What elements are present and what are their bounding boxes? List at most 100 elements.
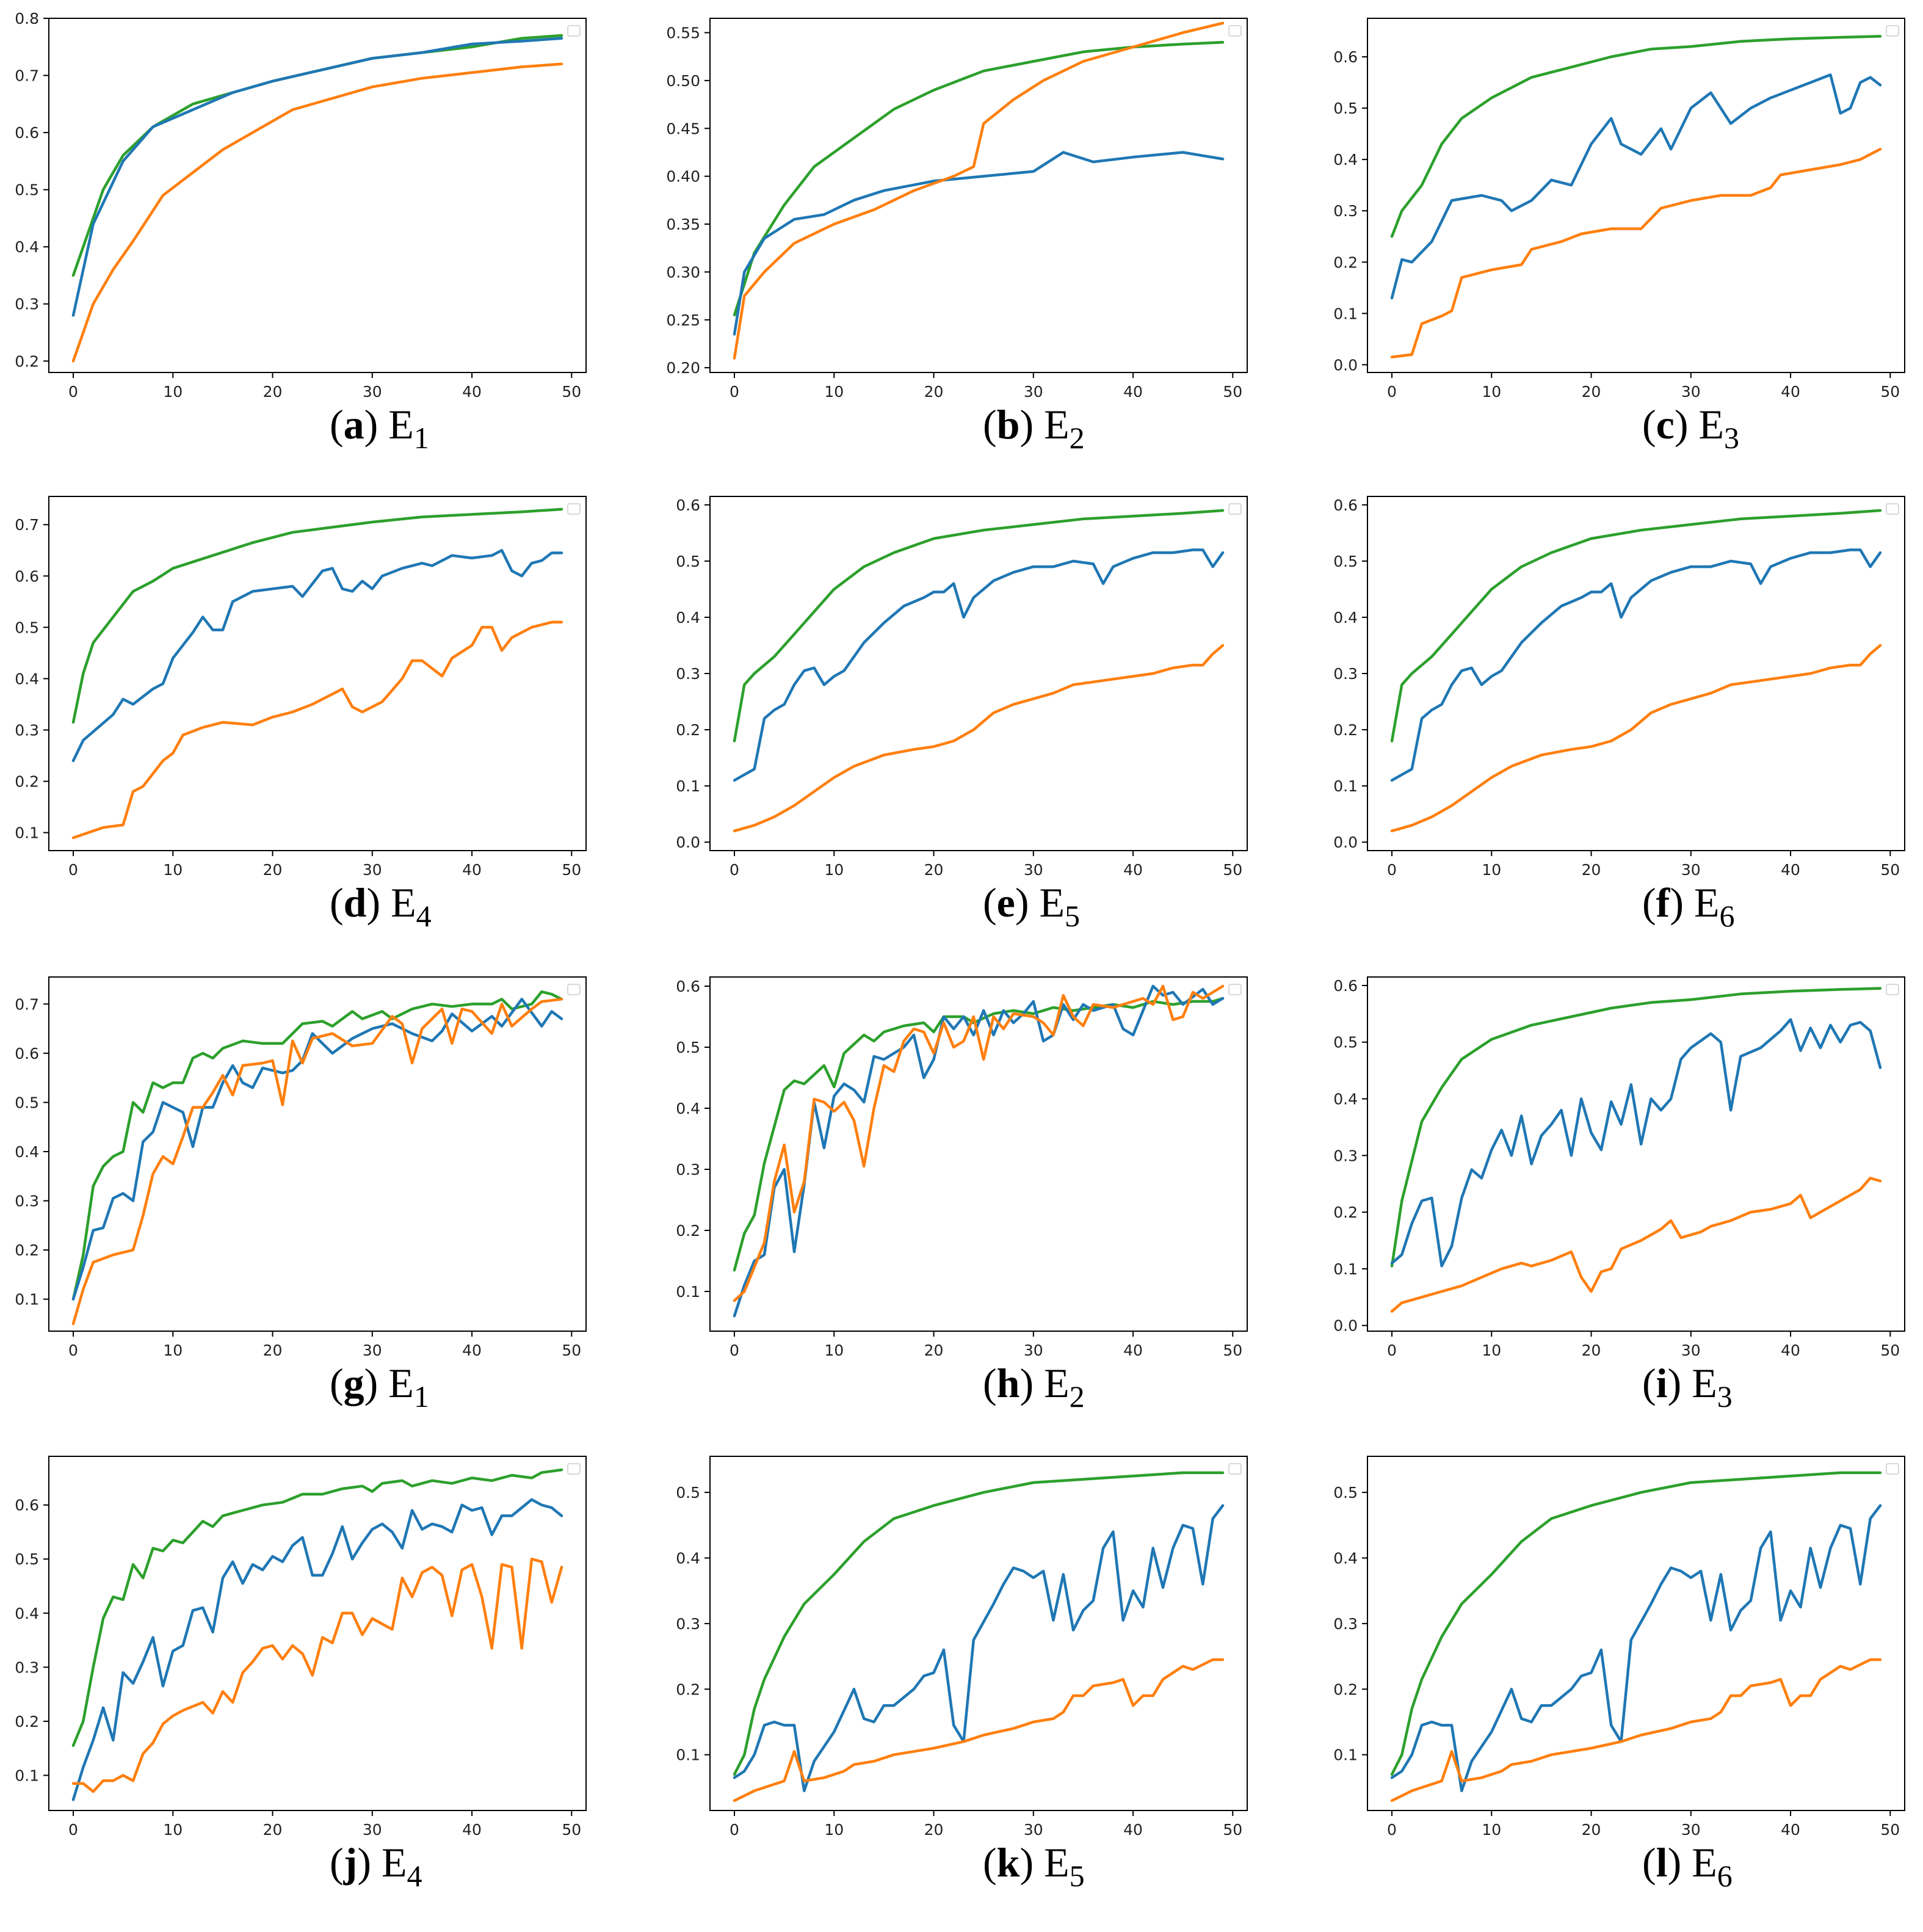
series-line-1 (1390, 1471, 1882, 1776)
x-tick-label: 0 (730, 861, 739, 879)
series-line-3 (71, 998, 563, 1326)
x-tick-label: 0 (68, 1821, 78, 1839)
x-tick-label: 10 (163, 383, 183, 401)
plot-frame (1367, 18, 1905, 373)
x-tick-label: 30 (1681, 861, 1701, 879)
y-tick-label: 0.3 (1333, 1615, 1358, 1633)
subplot-j: 0.1 0.2 0.3 0.4 0.5 0.6 0 10 20 30 40 50 (j) E4 (15, 1456, 587, 1893)
subplot-l: 0.1 0.2 0.3 0.4 0.5 0 10 20 30 40 50 (l) E6 (1333, 1456, 1905, 1893)
x-tick-label: 20 (1582, 1342, 1601, 1359)
series-line-2 (733, 1504, 1225, 1793)
x-tick-label: 20 (924, 1821, 944, 1839)
y-tick-label: 0.3 (15, 1658, 39, 1676)
plot-frame (709, 496, 1248, 851)
subplot-g: 0.1 0.2 0.3 0.4 0.5 0.6 0.7 0 10 20 30 40 50 (g) E1 (15, 976, 587, 1414)
legend-box (1228, 503, 1242, 515)
y-tick-label: 0.5 (1333, 1484, 1358, 1502)
y-tick-label: 0.2 (15, 773, 39, 791)
subplot-caption: (a) E1 (330, 401, 429, 455)
series-line-2 (71, 549, 563, 763)
x-tick-label: 20 (924, 1342, 944, 1359)
x-tick-label: 0 (68, 1342, 78, 1359)
legend-box (567, 25, 581, 37)
y-tick-label: 0.7 (15, 995, 39, 1013)
x-tick-label: 20 (1582, 861, 1601, 879)
x-tick-label: 0 (730, 383, 739, 401)
series-line-3 (71, 620, 563, 840)
x-tick-label: 20 (263, 1342, 283, 1359)
x-tick-label: 50 (562, 861, 581, 879)
y-tick-label: 0.1 (15, 1767, 39, 1784)
x-tick-label: 10 (824, 1342, 844, 1359)
y-tick-label: 0.55 (666, 24, 700, 42)
y-tick-label: 0.1 (1333, 777, 1358, 795)
x-tick-label: 50 (1223, 861, 1242, 879)
y-tick-label: 0.4 (676, 1549, 700, 1567)
y-tick-label: 0.5 (1333, 553, 1358, 570)
x-tick-label: 40 (1123, 1342, 1143, 1359)
y-tick-label: 0.2 (15, 1713, 39, 1730)
series-line-1 (1390, 35, 1882, 238)
y-tick-label: 0.4 (15, 670, 39, 688)
series-line-3 (733, 21, 1225, 360)
plot-frame (48, 976, 587, 1332)
y-tick-label: 0.3 (676, 665, 700, 683)
plot-frame (709, 1456, 1248, 1811)
y-tick-label: 0.0 (1333, 1317, 1358, 1335)
subplot-d: 0.1 0.2 0.3 0.4 0.5 0.6 0.7 0 10 20 30 40 50 (d) E4 (15, 496, 587, 933)
y-tick-label: 0.5 (15, 181, 39, 199)
x-tick-label: 0 (1387, 383, 1397, 401)
x-tick-label: 40 (1781, 861, 1800, 879)
subplot-caption: (j) E4 (330, 1839, 422, 1893)
y-tick-label: 0.2 (1333, 1204, 1358, 1221)
x-tick-label: 40 (462, 383, 482, 401)
subplot-caption: (k) E5 (983, 1839, 1085, 1893)
x-tick-label: 50 (1880, 383, 1900, 401)
x-tick-label: 40 (1781, 1342, 1800, 1359)
y-tick-label: 0.3 (676, 1615, 700, 1633)
y-tick-label: 0.5 (15, 619, 39, 636)
series-line-1 (1390, 987, 1882, 1268)
series-line-1 (733, 1471, 1225, 1776)
x-tick-label: 30 (1024, 1821, 1043, 1839)
subplot-i: 0.0 0.1 0.2 0.3 0.4 0.5 0.6 0 10 20 30 40 50 (i) E3 (1333, 976, 1905, 1414)
x-tick-label: 30 (1024, 1342, 1043, 1359)
series-line-2 (733, 548, 1225, 782)
x-tick-label: 10 (163, 1821, 183, 1839)
legend-box (1886, 1463, 1899, 1475)
plot-frame (48, 496, 587, 851)
legend-box (1886, 503, 1899, 515)
x-tick-label: 30 (363, 1342, 382, 1359)
x-tick-label: 0 (1387, 1342, 1397, 1359)
y-tick-label: 0.6 (676, 978, 700, 995)
series-line-3 (733, 644, 1225, 833)
x-tick-label: 0 (1387, 1821, 1397, 1839)
x-tick-label: 20 (1582, 383, 1601, 401)
x-tick-label: 0 (730, 1821, 739, 1839)
x-tick-label: 10 (163, 861, 183, 879)
x-tick-label: 40 (462, 1342, 482, 1359)
y-tick-label: 0.0 (1333, 833, 1358, 851)
x-tick-label: 50 (562, 1821, 581, 1839)
x-tick-label: 10 (163, 1342, 183, 1359)
legend-box (567, 503, 581, 515)
y-tick-label: 0.1 (676, 1283, 700, 1301)
y-tick-label: 0.7 (15, 516, 39, 534)
plot-frame (48, 1456, 587, 1811)
x-tick-label: 0 (1387, 861, 1397, 879)
y-tick-label: 0.0 (1333, 356, 1358, 374)
x-tick-label: 40 (1123, 383, 1143, 401)
x-tick-label: 10 (1482, 1342, 1501, 1359)
series-line-2 (733, 151, 1225, 336)
series-line-1 (71, 1468, 563, 1747)
y-tick-label: 0.3 (15, 1193, 39, 1210)
y-tick-label: 0.20 (666, 359, 700, 377)
x-tick-label: 20 (263, 861, 283, 879)
y-tick-label: 0.4 (1333, 151, 1358, 169)
subplot-caption: (l) E6 (1642, 1839, 1733, 1893)
y-tick-label: 0.2 (15, 1241, 39, 1259)
subplot-a: 0.2 0.3 0.4 0.5 0.6 0.7 0.8 0 10 20 30 40 50 (a) E1 (15, 10, 587, 455)
x-tick-label: 20 (263, 1821, 283, 1839)
y-tick-label: 0.6 (15, 567, 39, 585)
